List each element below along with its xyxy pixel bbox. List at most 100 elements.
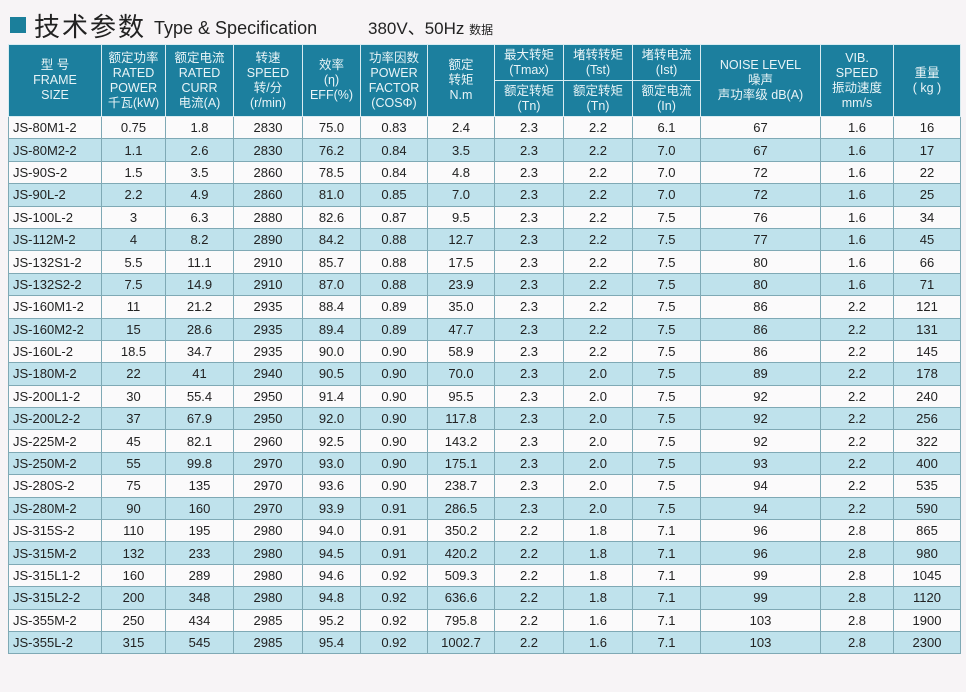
model-cell: JS-90S-2	[8, 160, 102, 185]
table-cell: 2.2	[494, 586, 564, 610]
table-cell: 76	[700, 205, 821, 229]
table-cell: 2.2	[101, 183, 166, 207]
table-cell: 22	[893, 160, 961, 185]
model-cell: JS-225M-2	[8, 429, 102, 453]
header-line: 额定电流	[641, 83, 692, 98]
table-cell: 3.5	[165, 160, 234, 185]
table-cell: 2.2	[820, 384, 894, 409]
table-cell: 91.4	[302, 384, 361, 409]
table-cell: 1.8	[563, 519, 633, 543]
table-cell: 94	[700, 474, 821, 498]
header-line: SPEED	[835, 65, 879, 80]
table-cell: 28.6	[165, 317, 234, 341]
table-cell: 94	[700, 496, 821, 521]
table-cell: 2.3	[494, 138, 564, 162]
table-cell: 2.3	[494, 451, 564, 476]
header-vibration: VIB. SPEED 振动速度 mm/s	[820, 44, 894, 117]
table-cell: 2880	[233, 205, 303, 229]
table-cell: 2.3	[494, 496, 564, 521]
table-cell: 2.2	[563, 160, 633, 185]
table-cell: 0.75	[101, 115, 166, 140]
header-torque: 额定 转矩 N.m	[427, 44, 495, 117]
table-cell: 322	[893, 429, 961, 453]
table-cell: 1.1	[101, 138, 166, 162]
table-cell: 7.1	[632, 519, 701, 543]
table-cell: 145	[893, 339, 961, 364]
table-cell: 233	[165, 541, 234, 565]
table-cell: 76.2	[302, 138, 361, 162]
table-cell: 89	[700, 362, 821, 386]
table-cell: 1.8	[563, 563, 633, 588]
header-line: 堵转转矩	[572, 47, 623, 62]
table-cell: 160	[165, 496, 234, 521]
table-cell: 8.2	[165, 227, 234, 252]
header-line: (η)	[323, 73, 340, 87]
table-cell: 0.90	[360, 429, 428, 453]
table-cell: 11	[101, 295, 166, 319]
header-line: 型 号	[40, 58, 70, 72]
table-cell: 93	[700, 451, 821, 476]
table-row: JS-280S-2 75 135 2970 93.6 0.90 238.7 2.3 2.0 7.5…	[8, 474, 961, 498]
table-cell: 795.8	[427, 608, 495, 632]
table-row: JS-280M-2 90 160 2970 93.9 0.91 286.5 2.3 2.0 7.5…	[8, 496, 961, 521]
header-line: N.m	[449, 88, 473, 102]
table-cell: 92.0	[302, 407, 361, 431]
table-cell: 2.2	[494, 541, 564, 565]
table-cell: 2.2	[563, 115, 633, 140]
table-cell: 1002.7	[427, 630, 495, 655]
table-cell: 75	[101, 474, 166, 498]
table-cell: 93.9	[302, 496, 361, 521]
table-cell: 99.8	[165, 451, 234, 476]
table-cell: 2.8	[820, 541, 894, 565]
table-cell: 420.2	[427, 541, 495, 565]
table-cell: 45	[101, 429, 166, 453]
table-cell: 17	[893, 138, 961, 162]
table-cell: 256	[893, 407, 961, 431]
table-cell: 93.0	[302, 451, 361, 476]
table-row: JS-355L-2 315 545 2985 95.4 0.92 1002.7 2.2 1.6 7…	[8, 630, 961, 655]
table-cell: 0.88	[360, 227, 428, 252]
table-cell: 18.5	[101, 339, 166, 364]
table-cell: 103	[700, 630, 821, 655]
table-cell: 1.6	[820, 183, 894, 207]
table-cell: 47.7	[427, 317, 495, 341]
header-line: 最大转矩	[503, 47, 554, 62]
header-line: ( kg )	[912, 80, 942, 95]
table-cell: 7.5	[632, 227, 701, 252]
table-cell: 67	[700, 138, 821, 162]
table-cell: 80	[700, 272, 821, 297]
table-row: JS-355M-2 250 434 2985 95.2 0.92 795.8 2.2 1.6 7.…	[8, 608, 961, 632]
table-cell: 77	[700, 227, 821, 252]
table-cell: 82.1	[165, 429, 234, 453]
table-cell: 17.5	[427, 250, 495, 274]
table-cell: 103	[700, 608, 821, 632]
header-weight: 重量( kg )	[893, 44, 961, 117]
table-cell: 2980	[233, 563, 303, 588]
table-cell: 2.2	[563, 295, 633, 319]
table-cell: 7.1	[632, 541, 701, 565]
header-line: (Tst)	[585, 62, 611, 77]
table-cell: 12.7	[427, 227, 495, 252]
model-cell: JS-100L-2	[8, 205, 102, 229]
table-cell: 2980	[233, 541, 303, 565]
header-line: NOISE LEVEL	[719, 58, 802, 72]
voltage-suffix: 数据	[469, 23, 494, 37]
table-row: JS-80M1-2 0.75 1.8 2830 75.0 0.83 2.4 2.3 2.2 6.1…	[8, 115, 961, 140]
table-cell: 2.8	[820, 563, 894, 588]
header-line: 千瓦(kW)	[107, 95, 160, 110]
model-cell: JS-80M1-2	[8, 115, 102, 140]
table-cell: 22	[101, 362, 166, 386]
table-cell: 2.2	[563, 317, 633, 341]
table-cell: 7.5	[632, 362, 701, 386]
table-row: JS-160M1-2 11 21.2 2935 88.4 0.89 35.0 2.3 2.2 7.…	[8, 295, 961, 319]
table-cell: 92	[700, 429, 821, 453]
table-cell: 94.8	[302, 586, 361, 610]
header-tst: 堵转转矩 (Tst)	[563, 44, 633, 81]
table-cell: 1.6	[820, 115, 894, 140]
header-line: 额定转矩	[503, 83, 554, 98]
table-cell: 7.5	[632, 295, 701, 319]
table-cell: 2.3	[494, 317, 564, 341]
header-line: 额定转矩	[572, 83, 623, 98]
header-line: (Ist)	[655, 62, 678, 77]
header-efficiency: 效率 (η) EFF(%)	[302, 44, 361, 117]
